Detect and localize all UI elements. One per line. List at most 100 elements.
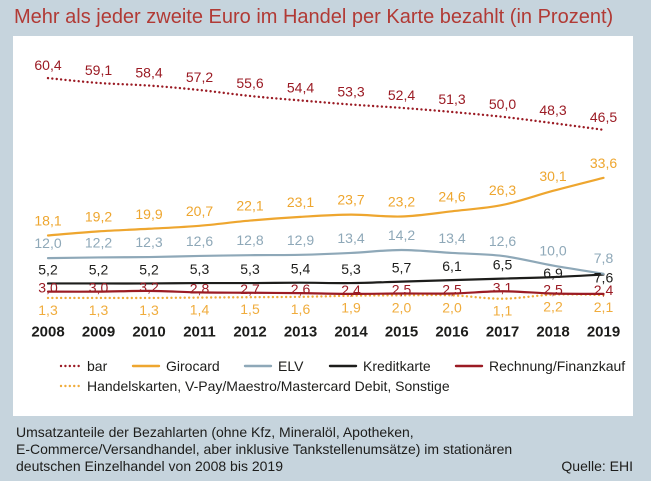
data-label-bar-2013: 54,4 xyxy=(287,79,314,95)
data-label-kreditkarte-2011: 5,3 xyxy=(190,261,210,277)
source-credit: Quelle: EHI xyxy=(561,458,633,474)
data-label-bar-2018: 48,3 xyxy=(539,102,566,118)
series-line-rechnung xyxy=(46,289,605,295)
data-label-rechnung-2019: 2,4 xyxy=(594,282,614,298)
legend-label-bar: bar xyxy=(87,358,108,374)
data-label-girocard-2011: 20,7 xyxy=(186,203,213,219)
data-label-handelskarten-2015: 2,0 xyxy=(392,299,412,315)
data-label-girocard-2016: 24,6 xyxy=(438,188,465,204)
x-axis-tick-labels: 2008 2009 2010 2011 2012 2013 2014 2015 2016 2017… xyxy=(31,324,620,341)
data-label-girocard-2014: 23,7 xyxy=(337,192,364,208)
legend-item-bar: bar xyxy=(59,358,108,374)
legend-item-girocard: Girocard xyxy=(131,358,220,374)
data-label-handelskarten-2018: 2,2 xyxy=(543,299,563,315)
x-tick-label-2017: 2017 xyxy=(486,324,519,341)
data-label-girocard-2017: 26,3 xyxy=(489,182,516,198)
data-label-bar-2010: 58,4 xyxy=(135,65,162,81)
data-label-elv-2010: 12,3 xyxy=(135,234,162,250)
chart-title: Mehr als jeder zweite Euro im Handel per… xyxy=(14,6,614,28)
legend-item-rechnung-finanzkauf: Rechnung/Finanzkauf xyxy=(454,358,625,374)
data-label-elv-2015: 14,2 xyxy=(388,227,415,243)
data-label-rechnung-2014: 2,4 xyxy=(341,282,361,298)
footnote-line: E-Commerce/Versandhandel, aber inklusive… xyxy=(16,441,513,457)
legend-label-elv: ELV xyxy=(278,358,304,374)
data-label-elv-2008: 12,0 xyxy=(34,235,61,251)
data-label-handelskarten-2019: 2,1 xyxy=(594,299,614,315)
data-label-kreditkarte-2009: 5,2 xyxy=(89,261,109,277)
data-label-kreditkarte-2010: 5,2 xyxy=(139,261,159,277)
data-label-girocard-2019: 33,6 xyxy=(590,155,617,171)
data-label-kreditkarte-2015: 5,7 xyxy=(392,260,412,276)
data-label-kreditkarte-2018: 6,9 xyxy=(543,265,563,281)
data-label-bar-2014: 53,3 xyxy=(337,84,364,100)
data-label-girocard-2015: 23,2 xyxy=(388,194,415,210)
footnote: Umsatzanteile der Bezahlarten (ohne Kfz,… xyxy=(16,424,512,475)
data-label-kreditkarte-2014: 5,3 xyxy=(341,261,361,277)
data-label-girocard-2018: 30,1 xyxy=(539,168,566,184)
legend-label-rechnung-finanzkauf: Rechnung/Finanzkauf xyxy=(489,358,625,374)
chart-panel xyxy=(13,36,633,416)
data-label-handelskarten-2016: 2,0 xyxy=(442,299,462,315)
data-label-elv-2017: 12,6 xyxy=(489,233,516,249)
data-label-kreditkarte-2019: 7,6 xyxy=(594,270,614,286)
data-label-girocard-2013: 23,1 xyxy=(287,194,314,210)
data-label-elv-2016: 13,4 xyxy=(438,230,465,246)
data-label-rechnung-2017: 3,1 xyxy=(493,279,513,295)
data-label-elv-2013: 12,9 xyxy=(287,232,314,248)
series-line-kreditkarte xyxy=(46,273,605,285)
data-label-kreditkarte-2016: 6,1 xyxy=(442,258,462,274)
series-lines xyxy=(46,76,605,300)
data-label-bar-2009: 59,1 xyxy=(85,62,112,78)
data-label-girocard-2010: 19,9 xyxy=(135,206,162,222)
series-line-bar xyxy=(46,76,605,132)
legend: bar Girocard ELV Kreditkarte Rechnung/Fi… xyxy=(59,358,625,394)
data-label-handelskarten-2008: 1,3 xyxy=(38,302,58,318)
data-label-girocard-2009: 19,2 xyxy=(85,208,112,224)
footnote-line: Umsatzanteile der Bezahlarten (ohne Kfz,… xyxy=(16,424,414,440)
footnote-line: deutschen Einzelhandel von 2008 bis 2019 xyxy=(16,458,283,474)
data-label-rechnung-2011: 2,8 xyxy=(190,280,210,296)
series-line-handelskarten xyxy=(46,293,605,300)
x-tick-label-2013: 2013 xyxy=(284,324,317,341)
data-label-elv-2009: 12,2 xyxy=(85,234,112,250)
legend-label-handelskarten: Handelskarten, V-Pay/Maestro/Mastercard … xyxy=(87,378,450,394)
data-label-elv-2012: 12,8 xyxy=(236,232,263,248)
data-label-elv-2019: 7,8 xyxy=(594,250,614,266)
data-label-rechnung-2010: 3,2 xyxy=(139,279,159,295)
data-label-handelskarten-2011: 1,4 xyxy=(190,302,210,318)
x-tick-label-2019: 2019 xyxy=(587,324,620,341)
data-label-handelskarten-2013: 1,6 xyxy=(291,301,311,317)
series-line-elv xyxy=(46,248,605,275)
data-label-bar-2017: 50,0 xyxy=(489,96,516,112)
legend-label-girocard: Girocard xyxy=(166,358,220,374)
data-label-rechnung-2009: 3,0 xyxy=(89,280,109,296)
x-tick-label-2016: 2016 xyxy=(435,324,468,341)
legend-item-handelskarten: Handelskarten, V-Pay/Maestro/Mastercard … xyxy=(59,378,450,394)
data-label-handelskarten-2009: 1,3 xyxy=(89,302,109,318)
data-label-bar-2015: 52,4 xyxy=(388,87,415,103)
data-label-handelskarten-2012: 1,5 xyxy=(240,301,260,317)
data-label-kreditkarte-2008: 5,2 xyxy=(38,261,58,277)
data-label-girocard-2012: 22,1 xyxy=(236,198,263,214)
data-label-kreditkarte-2012: 5,3 xyxy=(240,261,260,277)
data-label-kreditkarte-2017: 6,5 xyxy=(493,257,513,273)
data-label-bar-2019: 46,5 xyxy=(590,109,617,125)
data-label-bar-2011: 57,2 xyxy=(186,69,213,85)
data-label-elv-2014: 13,4 xyxy=(337,230,364,246)
series-line-girocard xyxy=(46,176,605,237)
data-label-girocard-2008: 18,1 xyxy=(34,212,61,228)
x-tick-label-2015: 2015 xyxy=(385,324,418,341)
data-label-handelskarten-2014: 1,9 xyxy=(341,300,361,316)
data-labels: 60,4 59,1 58,4 57,2 55,6 54,4 53,3 52,4 51,3 50,0… xyxy=(34,57,617,319)
legend-label-kreditkarte: Kreditkarte xyxy=(363,358,431,374)
data-label-elv-2011: 12,6 xyxy=(186,233,213,249)
data-label-rechnung-2008: 3,0 xyxy=(38,280,58,296)
legend-item-kreditkarte: Kreditkarte xyxy=(328,358,431,374)
x-tick-label-2010: 2010 xyxy=(132,324,165,341)
data-label-kreditkarte-2013: 5,4 xyxy=(291,261,311,277)
data-label-bar-2012: 55,6 xyxy=(236,75,263,91)
data-label-bar-2008: 60,4 xyxy=(34,57,61,73)
data-label-rechnung-2015: 2,5 xyxy=(392,282,412,298)
